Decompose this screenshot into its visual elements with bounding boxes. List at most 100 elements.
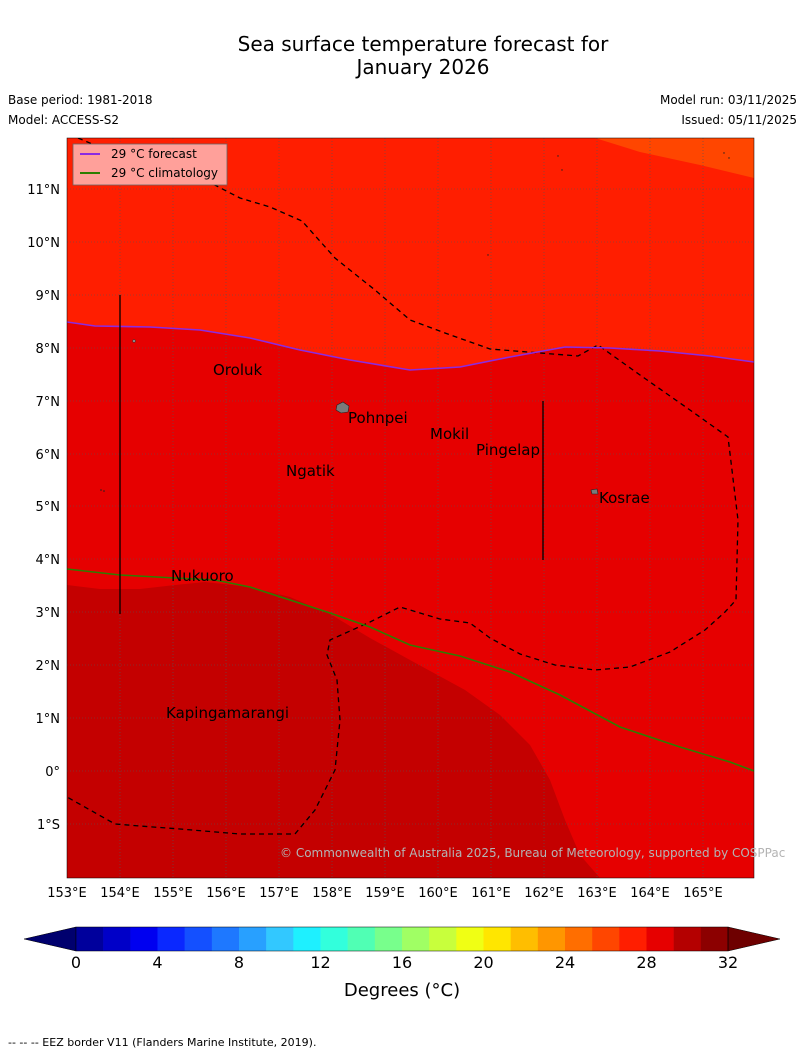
longitude-labels: 153°E 154°E 155°E 156°E 157°E 158°E 159°… bbox=[47, 886, 723, 901]
islet-marker bbox=[487, 254, 489, 256]
colorbar-cell bbox=[673, 927, 702, 951]
colorbar-cell bbox=[266, 927, 294, 951]
colorbar-cell bbox=[592, 927, 620, 951]
lat-label: 2°N bbox=[36, 659, 61, 674]
place-label: Kosrae bbox=[599, 489, 650, 507]
colorbar-tick-label: 8 bbox=[234, 953, 244, 972]
lon-label: 159°E bbox=[365, 886, 405, 901]
climatology-29c-contour bbox=[67, 568, 754, 772]
lat-label: 10°N bbox=[27, 236, 60, 251]
lon-label: 161°E bbox=[471, 886, 511, 901]
lon-label: 158°E bbox=[312, 886, 352, 901]
lat-label: 4°N bbox=[36, 553, 61, 568]
sst-zone-30-31 bbox=[67, 582, 600, 878]
colorbar-cell bbox=[429, 927, 457, 951]
colorbar-tick-label: 16 bbox=[392, 953, 412, 972]
lat-label: 7°N bbox=[36, 395, 61, 410]
lon-label: 164°E bbox=[630, 886, 670, 901]
colorbar-tick-label: 20 bbox=[473, 953, 493, 972]
lon-label: 153°E bbox=[47, 886, 87, 901]
lon-label: 155°E bbox=[153, 886, 193, 901]
chart-title: Sea surface temperature forecast for Jan… bbox=[0, 33, 804, 79]
colorbar-tick-label: 0 bbox=[71, 953, 81, 972]
colorbar-ticks: 0 4 8 12 16 20 24 28 32 bbox=[71, 953, 738, 972]
eez-footnote: -- -- -- EEZ border V11 (Flanders Marine… bbox=[8, 1036, 317, 1049]
colorbar-cell bbox=[510, 927, 539, 951]
islet-marker bbox=[561, 169, 563, 171]
lon-label: 163°E bbox=[577, 886, 617, 901]
map-area bbox=[67, 138, 754, 878]
place-label: Oroluk bbox=[213, 361, 262, 379]
lat-label: 1°N bbox=[36, 712, 61, 727]
place-labels: Oroluk Pohnpei Mokil Pingelap Ngatik Kos… bbox=[166, 361, 650, 722]
colorbar-tick-label: 4 bbox=[152, 953, 162, 972]
place-label: Nukuoro bbox=[171, 567, 234, 585]
lat-label: 0° bbox=[45, 765, 60, 780]
title-line-2: January 2026 bbox=[356, 55, 490, 79]
colorbar-cells bbox=[76, 927, 729, 951]
colorbar-cell bbox=[619, 927, 647, 951]
colorbar-cell bbox=[239, 927, 267, 951]
colorbar-cell bbox=[565, 927, 593, 951]
lon-label: 162°E bbox=[524, 886, 564, 901]
place-label: Pohnpei bbox=[348, 409, 408, 427]
legend-forecast-label: 29 °C forecast bbox=[111, 147, 197, 161]
colorbar-low-extend bbox=[23, 926, 77, 952]
graticule bbox=[67, 138, 754, 878]
colorbar-cell bbox=[646, 927, 674, 951]
map-frame bbox=[66, 137, 755, 879]
place-label: Kapingamarangi bbox=[166, 704, 289, 722]
colorbar-cell bbox=[103, 927, 131, 951]
lon-label: 160°E bbox=[418, 886, 458, 901]
lat-label: 5°N bbox=[36, 500, 61, 515]
base-period: Base period: 1981-2018 bbox=[8, 93, 153, 107]
place-label: Pingelap bbox=[476, 441, 540, 459]
lat-label: 1°S bbox=[37, 818, 60, 833]
kosrae-island-shape bbox=[590, 488, 599, 495]
islet-marker bbox=[557, 155, 559, 157]
lon-label: 157°E bbox=[259, 886, 299, 901]
colorbar-high-extend bbox=[727, 926, 781, 952]
islet-marker bbox=[132, 339, 136, 343]
colorbar-cell bbox=[76, 927, 104, 951]
lat-label: 3°N bbox=[36, 606, 61, 621]
eez-border bbox=[67, 138, 739, 835]
model-name: Model: ACCESS-S2 bbox=[8, 113, 120, 127]
colorbar-cell bbox=[402, 927, 430, 951]
sst-zone-27-28 bbox=[595, 138, 754, 178]
colorbar-cell bbox=[157, 927, 185, 951]
islet-marker bbox=[728, 157, 730, 159]
lat-label: 9°N bbox=[36, 289, 61, 304]
colorbar-cell bbox=[293, 927, 321, 951]
colorbar-tick-label: 24 bbox=[555, 953, 575, 972]
colorbar-tick-label: 12 bbox=[310, 953, 330, 972]
colorbar-frame bbox=[75, 926, 729, 952]
lon-label: 156°E bbox=[206, 886, 246, 901]
lon-label: 154°E bbox=[100, 886, 140, 901]
lon-label: 165°E bbox=[683, 886, 723, 901]
latitude-labels: 11°N 10°N 9°N 8°N 7°N 6°N 5°N 4°N 3°N 2°… bbox=[27, 183, 60, 833]
colorbar bbox=[23, 926, 781, 952]
colorbar-cell bbox=[700, 927, 729, 951]
legend: 29 °C forecast 29 °C climatology bbox=[72, 143, 228, 186]
legend-box bbox=[72, 143, 228, 186]
legend-climatology-label: 29 °C climatology bbox=[111, 166, 218, 180]
colorbar-cell bbox=[537, 927, 566, 951]
colorbar-cell bbox=[456, 927, 484, 951]
colorbar-cell bbox=[320, 927, 348, 951]
colorbar-cell bbox=[347, 927, 376, 951]
colorbar-cell bbox=[130, 927, 158, 951]
islet-marker bbox=[100, 489, 102, 491]
colorbar-cell bbox=[211, 927, 240, 951]
colorbar-cell bbox=[374, 927, 403, 951]
place-label: Ngatik bbox=[286, 462, 335, 480]
colorbar-cell bbox=[483, 927, 511, 951]
copyright-notice: © Commonwealth of Australia 2025, Bureau… bbox=[280, 846, 785, 860]
pohnpei-island-shape bbox=[335, 401, 350, 414]
issued-date: Issued: 05/11/2025 bbox=[681, 113, 797, 127]
lat-label: 6°N bbox=[36, 448, 61, 463]
place-label: Mokil bbox=[430, 425, 469, 443]
islet-marker bbox=[103, 490, 105, 492]
colorbar-tick-label: 28 bbox=[636, 953, 656, 972]
